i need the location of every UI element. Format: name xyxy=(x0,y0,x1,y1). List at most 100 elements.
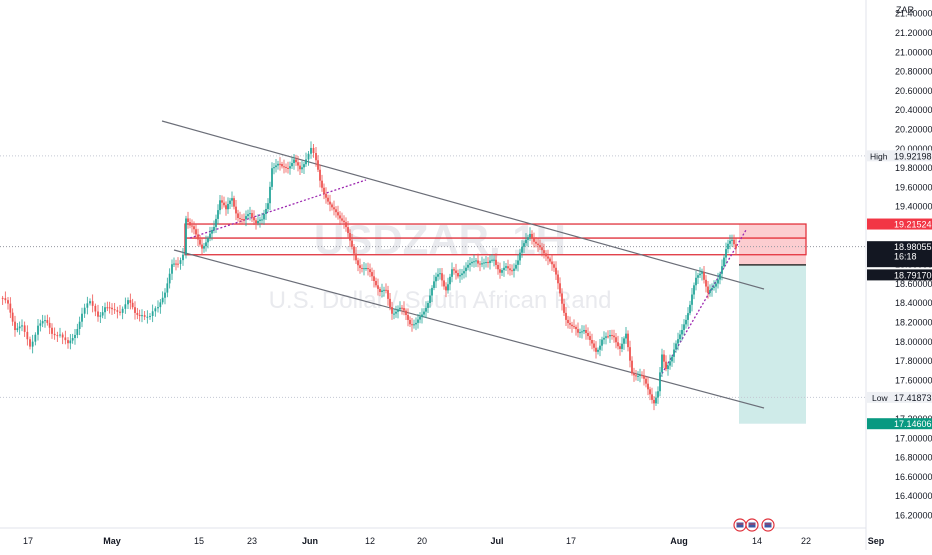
candle xyxy=(733,234,735,248)
candle xyxy=(355,246,357,264)
candle xyxy=(243,213,245,224)
candle-body xyxy=(64,337,67,341)
candle xyxy=(495,253,497,270)
candle xyxy=(231,191,233,207)
candle-body xyxy=(185,218,187,255)
take-profit-zone[interactable] xyxy=(739,264,806,424)
low-badge xyxy=(867,391,932,403)
event-flag-icon[interactable] xyxy=(745,518,759,532)
candle-body xyxy=(541,247,543,251)
candle xyxy=(399,301,401,312)
candle xyxy=(227,197,229,214)
candle-body xyxy=(487,262,489,264)
candle xyxy=(221,195,223,210)
candle-body xyxy=(289,166,291,169)
candle-body xyxy=(477,260,479,264)
event-flag-icon[interactable] xyxy=(761,518,775,532)
candle-body xyxy=(225,205,227,210)
candle-body xyxy=(531,233,533,239)
candle-body xyxy=(669,361,671,366)
candle-body xyxy=(113,309,116,311)
candle xyxy=(351,233,353,250)
candle xyxy=(669,354,671,370)
candle-body xyxy=(221,200,223,203)
candle xyxy=(48,317,51,335)
candle xyxy=(443,274,445,290)
candle-body xyxy=(689,304,691,314)
candle xyxy=(629,340,631,368)
candle-body xyxy=(533,238,535,242)
candle-body xyxy=(705,279,707,287)
candle-body xyxy=(521,246,523,253)
stop-loss-zone[interactable] xyxy=(739,224,806,265)
candle xyxy=(579,328,581,338)
event-flag-icon[interactable] xyxy=(733,518,747,532)
candle xyxy=(371,267,373,281)
candle-body xyxy=(711,287,713,291)
candle xyxy=(1,295,4,305)
candle xyxy=(547,249,549,266)
candle-body xyxy=(56,335,59,337)
candle xyxy=(21,319,23,332)
stop-price-value: 19.21524 xyxy=(894,220,932,230)
candle xyxy=(297,156,299,172)
candle xyxy=(535,237,537,248)
candle-body xyxy=(655,397,657,404)
candle xyxy=(239,211,241,225)
candle xyxy=(517,254,519,272)
high-value: 19.92198 xyxy=(894,151,932,161)
candle-body xyxy=(619,346,621,349)
candle-body xyxy=(657,391,659,398)
channel-upper-line[interactable] xyxy=(161,120,765,290)
candle xyxy=(171,259,173,281)
candle-body xyxy=(629,347,631,361)
candle-body xyxy=(621,343,623,349)
trendline-may[interactable] xyxy=(189,179,367,239)
candle-body xyxy=(537,243,539,246)
candle xyxy=(333,200,335,216)
event-flag-field xyxy=(764,522,772,528)
candle xyxy=(168,268,171,289)
candle-body xyxy=(267,203,269,209)
candle xyxy=(146,310,149,324)
candle-body xyxy=(101,312,104,316)
candle-body xyxy=(445,286,447,291)
resistance-zone-box[interactable] xyxy=(184,223,807,256)
channel-lower-line[interactable] xyxy=(173,249,765,409)
candle xyxy=(253,210,255,225)
candle-body xyxy=(719,273,721,280)
entry-price-value: 18.79170 xyxy=(894,270,932,280)
price-tick-label: 21.40000 xyxy=(895,9,932,19)
candle-body xyxy=(124,304,127,309)
candle xyxy=(74,329,76,345)
candle-body xyxy=(83,307,86,314)
candle-body xyxy=(415,322,417,325)
candle xyxy=(312,144,315,158)
price-tick-label: 19.80000 xyxy=(895,163,932,173)
price-tick-label: 19.40000 xyxy=(895,202,932,212)
candle xyxy=(521,240,523,258)
price-tick-label: 18.40000 xyxy=(895,298,932,308)
candle xyxy=(687,307,689,327)
candle-body xyxy=(613,335,615,338)
candle xyxy=(473,254,475,268)
candle-body xyxy=(387,290,389,299)
candle xyxy=(545,250,547,262)
candle xyxy=(651,387,653,404)
candle-body xyxy=(211,230,213,234)
candle-body xyxy=(207,237,209,243)
candle xyxy=(327,194,329,205)
candle xyxy=(543,243,545,259)
candle xyxy=(425,301,427,318)
candle xyxy=(289,161,291,175)
candle xyxy=(711,283,713,297)
candle-body xyxy=(451,269,453,277)
candle-body xyxy=(53,333,56,336)
candle xyxy=(529,227,531,241)
price-tick-label: 17.60000 xyxy=(895,375,932,385)
candle xyxy=(577,322,579,338)
candle xyxy=(635,369,637,381)
candle-body xyxy=(369,269,371,273)
candle-body xyxy=(715,283,717,287)
